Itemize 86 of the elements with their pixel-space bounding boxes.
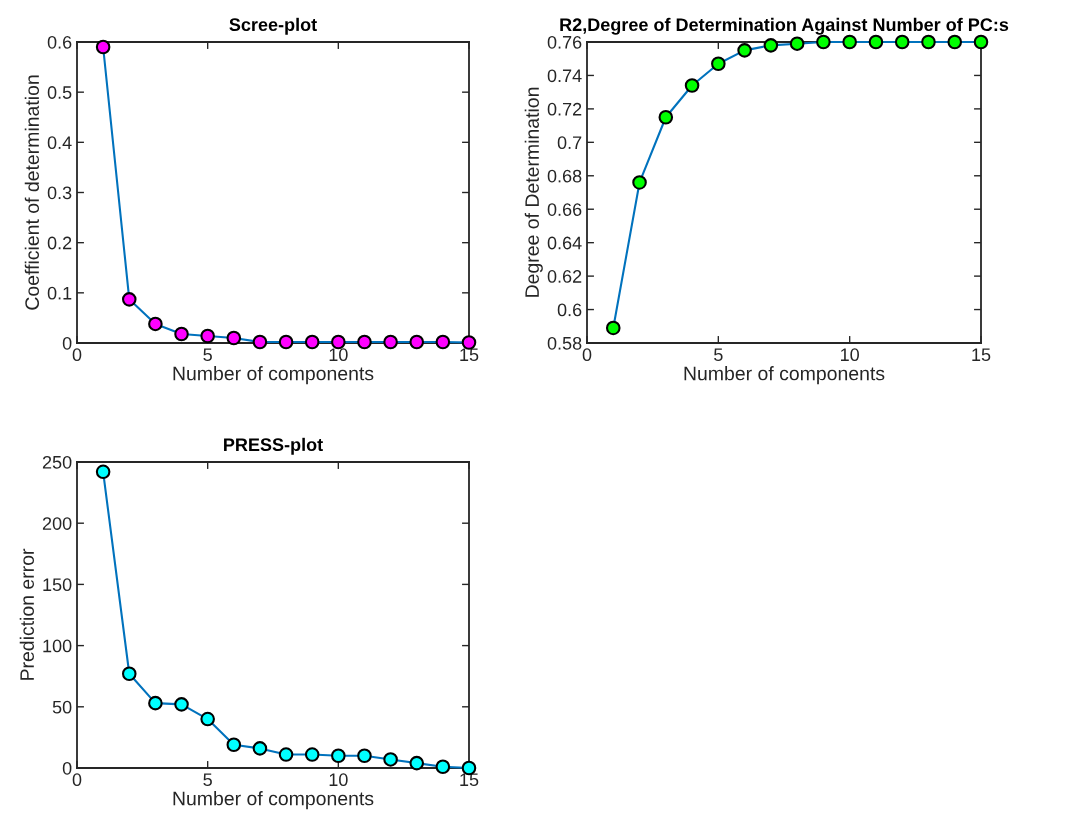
y-tick-label: 0.62	[547, 270, 582, 283]
y-tick-label: 250	[42, 455, 72, 469]
chart-title: R2,Degree of Determination Against Number of PC:s	[560, 17, 1009, 35]
point	[894, 34, 910, 50]
point	[200, 711, 215, 727]
point	[711, 56, 726, 72]
point	[200, 328, 215, 344]
point	[737, 43, 752, 58]
point	[226, 330, 242, 346]
y-tick-label: 0.72	[547, 102, 582, 116]
point	[383, 334, 398, 350]
y-axis-title: Prediction error	[19, 548, 35, 680]
y-tick-label: 0.58	[547, 336, 582, 350]
y-tick-label: 0.6	[557, 303, 582, 317]
point	[409, 334, 425, 350]
y-tick-label: 150	[43, 578, 72, 592]
x-tick-label: 0	[72, 348, 82, 362]
x-tick-label: 10	[841, 348, 859, 362]
x-tick-label: 5	[714, 348, 723, 362]
point	[357, 334, 372, 350]
point	[226, 737, 242, 753]
point	[95, 464, 111, 480]
y-tick-label: 0.74	[547, 69, 582, 83]
y-tick-label: 0.2	[47, 236, 72, 250]
x-axis-title: Number of components	[173, 791, 374, 810]
y-tick-label: 0.68	[547, 169, 582, 183]
x-axis-title: Number of components	[684, 366, 885, 385]
point	[632, 175, 647, 190]
point	[278, 334, 294, 350]
point	[304, 747, 320, 762]
point	[252, 741, 268, 756]
y-tick-label: 0.6	[47, 35, 72, 49]
point	[331, 748, 346, 764]
y-tick-label: 0.66	[547, 203, 582, 216]
point	[763, 38, 779, 53]
y-tick-label: 0.3	[47, 186, 72, 200]
point	[174, 697, 189, 712]
point	[842, 34, 857, 50]
point	[304, 334, 320, 350]
point	[973, 34, 989, 50]
x-tick-label: 5	[203, 348, 212, 362]
x-tick-label: 10	[329, 773, 348, 787]
point	[605, 320, 621, 336]
chart-title: Scree-plot	[229, 17, 317, 35]
point	[174, 326, 189, 342]
x-axis-title: Number of components	[173, 366, 374, 385]
y-axis-title: Coefficient of determination	[24, 75, 40, 310]
x-tick-label: 15	[460, 773, 479, 787]
point	[868, 34, 884, 50]
point	[435, 334, 451, 350]
y-axis-title: Degree of Determination	[524, 87, 543, 297]
point	[409, 755, 425, 771]
point	[148, 695, 163, 711]
y-tick-label: 0.4	[47, 136, 72, 150]
point	[947, 34, 963, 50]
x-tick-label: 15	[972, 348, 991, 362]
point	[357, 748, 372, 764]
y-tick-label: 0	[62, 761, 72, 775]
point	[383, 752, 398, 767]
y-tick-label: 50	[52, 700, 72, 714]
y-tick-label: 0.64	[547, 236, 582, 250]
point	[435, 759, 451, 775]
y-tick-label: 0.5	[47, 86, 72, 99]
point	[921, 34, 936, 50]
point	[658, 109, 674, 125]
y-tick-label: 100	[43, 639, 72, 653]
x-tick-label: 0	[582, 348, 592, 362]
x-tick-label: 0	[72, 773, 82, 787]
chart-title: PRESS-plot	[224, 437, 323, 455]
point	[148, 316, 163, 332]
point	[278, 747, 294, 762]
point	[816, 34, 831, 50]
y-tick-label: 0.7	[557, 136, 582, 150]
point	[252, 334, 268, 350]
y-tick-label: 0.1	[47, 286, 72, 300]
point	[121, 666, 137, 682]
point	[789, 36, 805, 51]
point	[95, 39, 111, 55]
point	[684, 78, 700, 93]
y-tick-label: 200	[42, 517, 72, 530]
x-tick-label: 15	[460, 348, 479, 362]
x-tick-label: 5	[203, 773, 212, 787]
point	[121, 292, 137, 307]
y-tick-label: 0	[62, 336, 72, 350]
x-tick-label: 10	[329, 348, 348, 362]
y-tick-label: 0.76	[547, 35, 582, 49]
